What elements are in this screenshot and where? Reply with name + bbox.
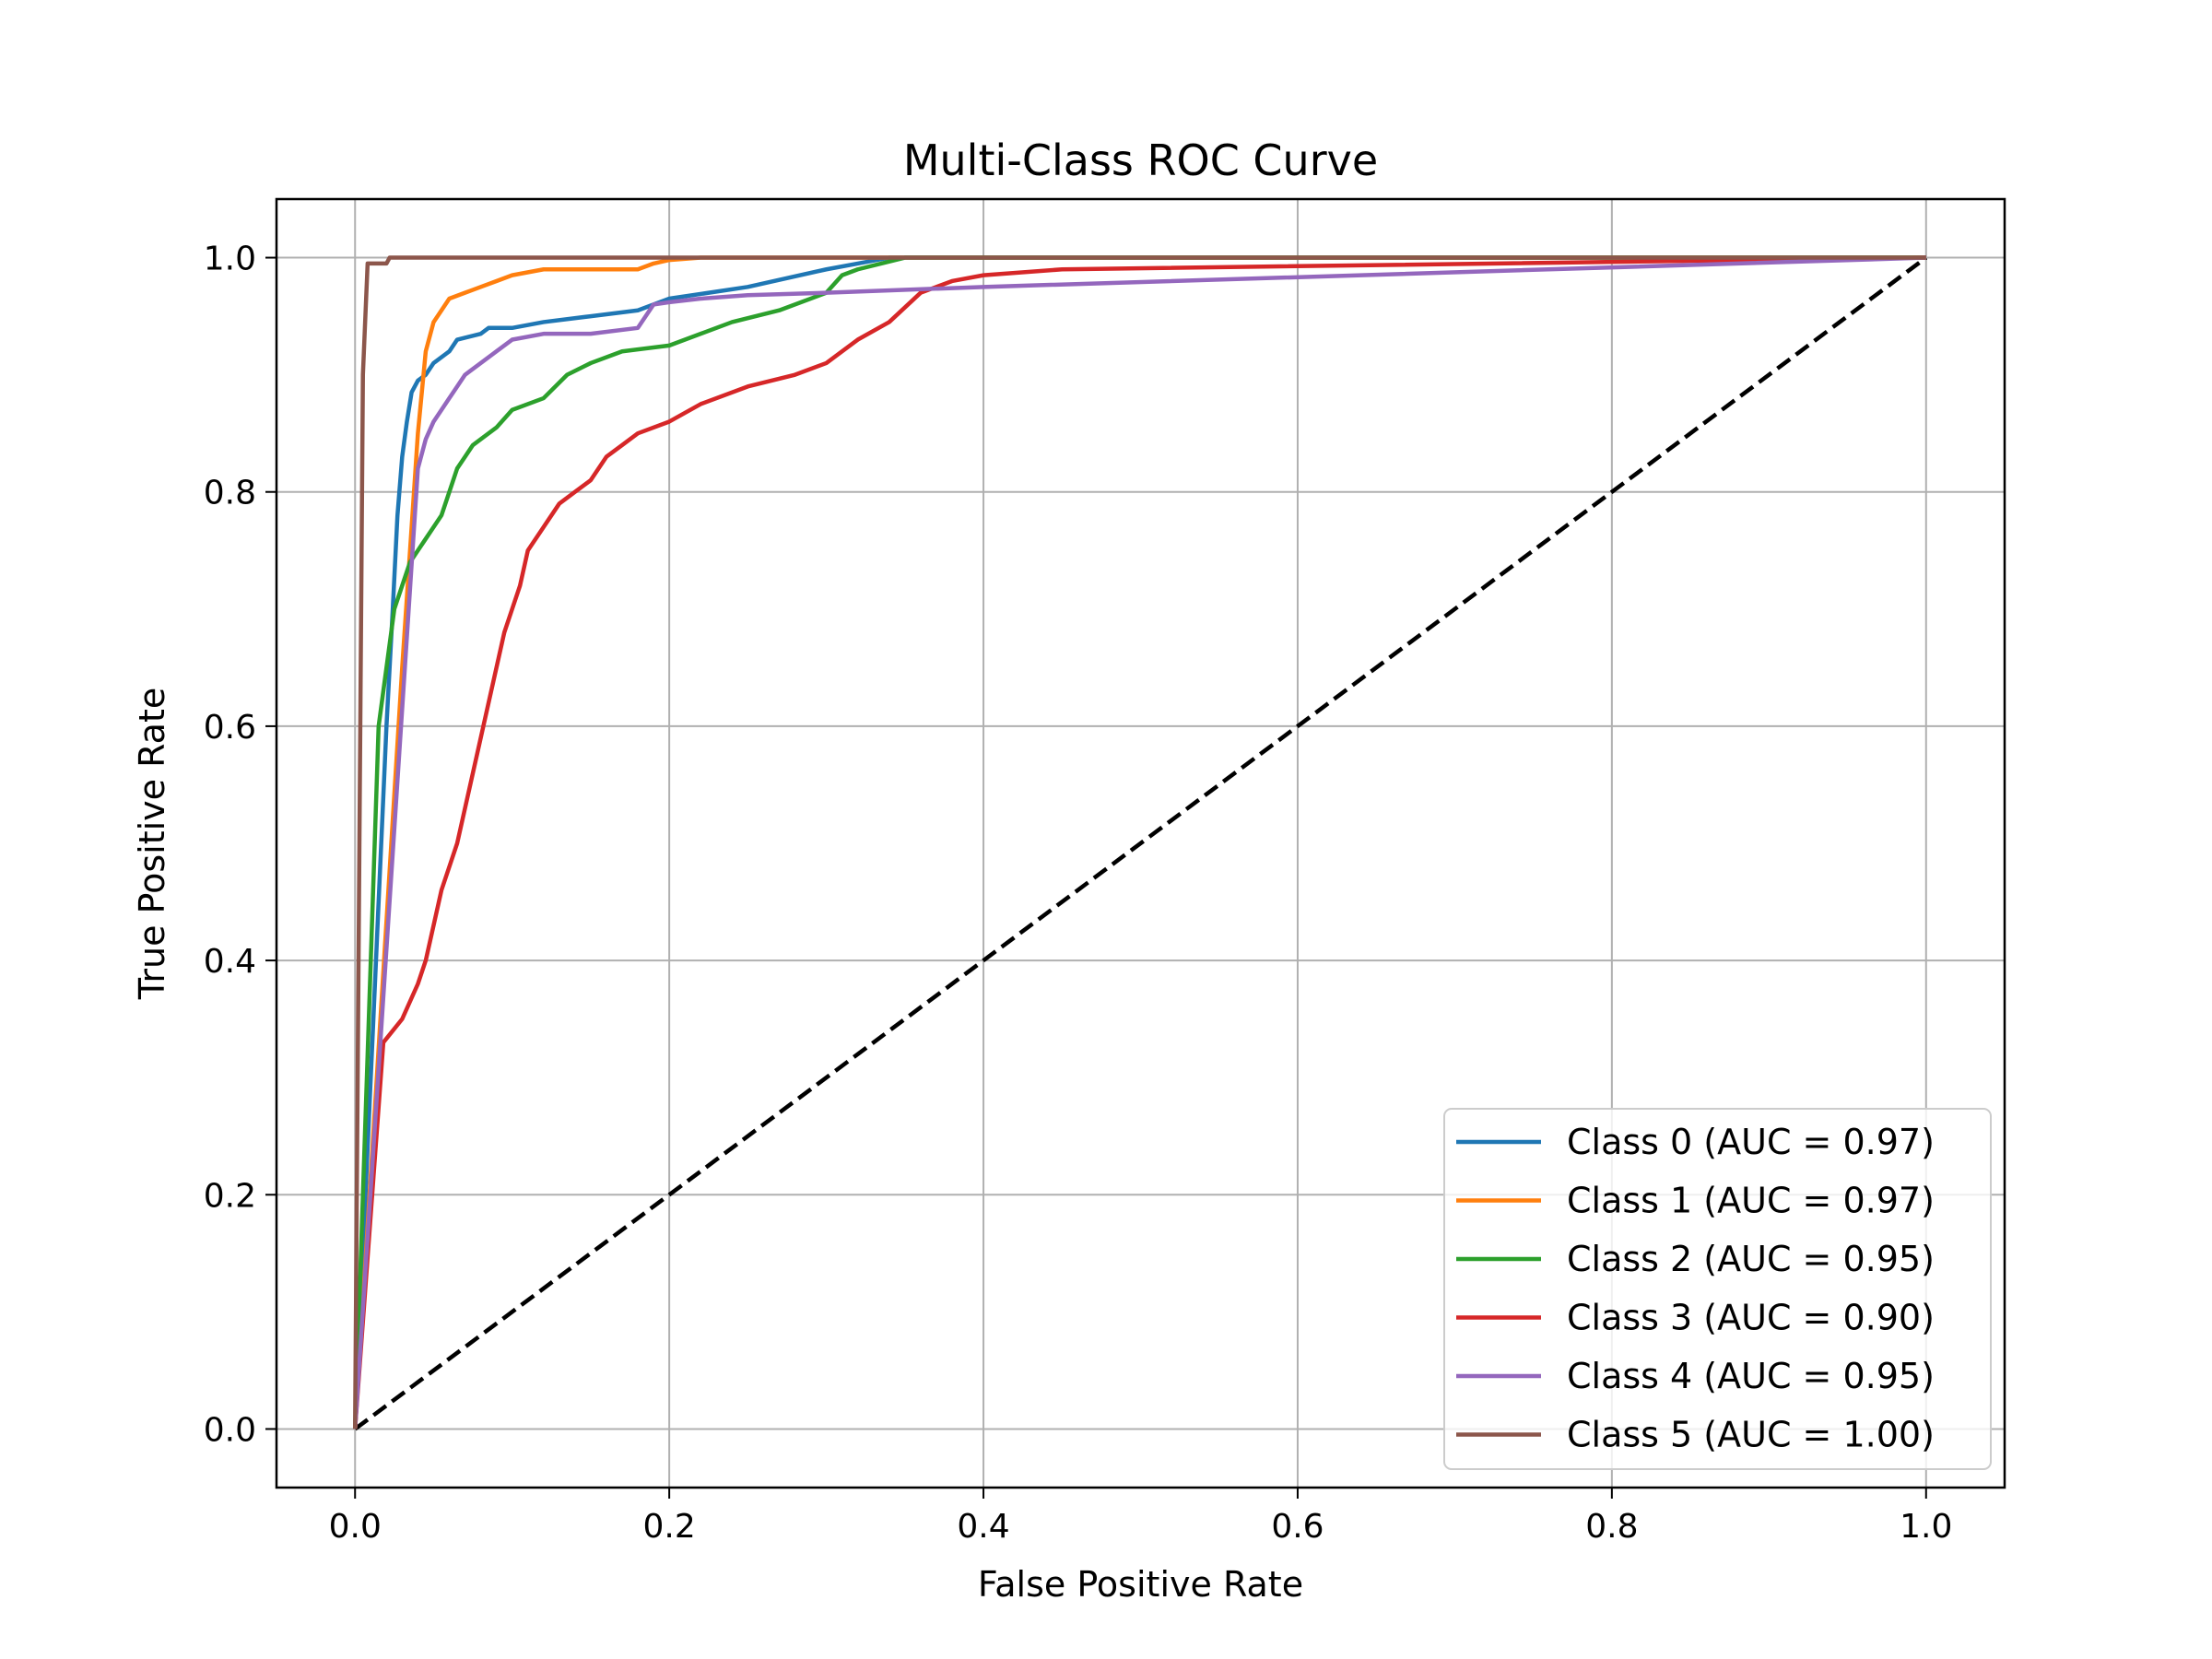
legend-label: Class 1 (AUC = 0.97) bbox=[1567, 1181, 1935, 1221]
legend-label: Class 5 (AUC = 1.00) bbox=[1567, 1415, 1935, 1455]
roc-curve-class-2 bbox=[352, 255, 1926, 1430]
x-tick-label: 0.6 bbox=[1271, 1508, 1324, 1546]
legend-label: Class 2 (AUC = 0.95) bbox=[1567, 1239, 1935, 1279]
x-axis-label: False Positive Rate bbox=[978, 1564, 1303, 1605]
axis-ticks: 0.0 0.2 0.4 0.6 0.8 1.0 0.0 0.2 0.4 0.6 0.8 1.0 bbox=[204, 241, 1953, 1546]
legend: Class 0 (AUC = 0.97) Class 1 (AUC = 0.97)… bbox=[1443, 1108, 1992, 1470]
gridlines bbox=[276, 199, 2005, 1488]
y-tick-label: 0.0 bbox=[204, 1411, 256, 1449]
legend-box bbox=[1443, 1108, 1992, 1470]
y-tick-label: 0.4 bbox=[204, 943, 256, 981]
x-tick-label: 0.8 bbox=[1585, 1508, 1638, 1546]
roc-curve-class-0 bbox=[352, 255, 1926, 1430]
y-axis-label: True Positive Rate bbox=[132, 688, 172, 1001]
plot-frame bbox=[275, 197, 2006, 1489]
roc-curve-class-1 bbox=[352, 255, 1926, 1430]
x-tick-label: 0.2 bbox=[643, 1508, 696, 1546]
y-tick-label: 0.2 bbox=[204, 1177, 256, 1215]
roc-curve-class-4 bbox=[352, 255, 1926, 1430]
legend-label: Class 3 (AUC = 0.90) bbox=[1567, 1298, 1935, 1338]
chance-line bbox=[353, 255, 1928, 1431]
legend-label: Class 0 (AUC = 0.97) bbox=[1567, 1122, 1935, 1162]
y-tick-label: 0.6 bbox=[204, 709, 256, 747]
reference-diagonal bbox=[353, 255, 1928, 1431]
x-tick-label: 0.0 bbox=[329, 1508, 382, 1546]
y-tick-label: 0.8 bbox=[204, 475, 256, 512]
roc-curve-class-3 bbox=[352, 255, 1926, 1430]
series-curves bbox=[352, 255, 1926, 1430]
chart-title: Multi-Class ROC Curve bbox=[903, 135, 1378, 185]
legend-label: Class 4 (AUC = 0.95) bbox=[1567, 1356, 1935, 1396]
x-tick-label: 1.0 bbox=[1900, 1508, 1952, 1546]
x-tick-label: 0.4 bbox=[957, 1508, 1009, 1546]
roc-curve-class-5 bbox=[352, 255, 1926, 1430]
y-tick-label: 1.0 bbox=[204, 241, 256, 278]
